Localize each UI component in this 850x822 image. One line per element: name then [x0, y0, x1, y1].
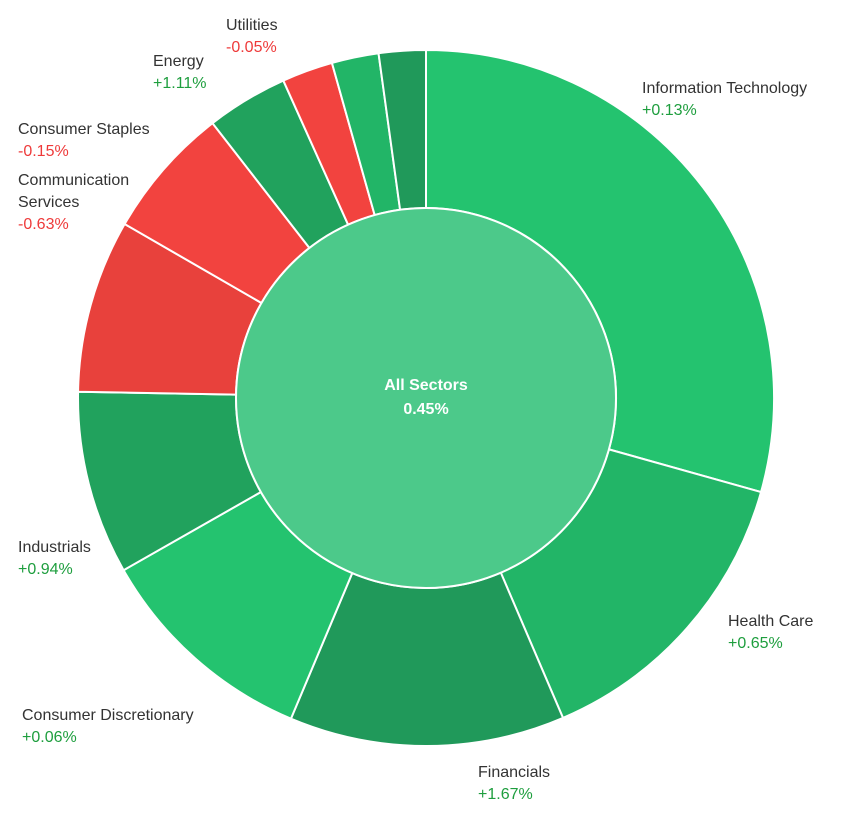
label-change-energy: +1.11%: [153, 75, 207, 92]
label-name-financials: Financials: [478, 764, 550, 781]
label-name-consumer-discretionary: Consumer Discretionary: [22, 707, 194, 724]
label-group: Information Technology +0.13% Health Care +…: [18, 17, 813, 803]
label-name-communication-services-1: Services: [18, 194, 79, 211]
slice-group: [77, 48, 775, 747]
label-change-communication-services: -0.63%: [18, 216, 69, 233]
label-name-communication-services-0: Communication: [18, 172, 129, 189]
label-change-industrials: +0.94%: [18, 561, 73, 578]
label-change-consumer-staples: -0.15%: [18, 143, 69, 160]
label-change-consumer-discretionary: +0.06%: [22, 729, 77, 746]
label-name-utilities: Utilities: [226, 17, 278, 34]
label-name-information-technology: Information Technology: [642, 80, 807, 97]
label-name-health-care: Health Care: [728, 613, 813, 630]
label-change-utilities: -0.05%: [226, 39, 277, 56]
label-name-energy: Energy: [153, 53, 204, 70]
label-name-consumer-staples: Consumer Staples: [18, 121, 150, 138]
center-title: All Sectors: [384, 377, 468, 394]
label-change-financials: +1.67%: [478, 786, 533, 803]
label-name-industrials: Industrials: [18, 539, 91, 556]
center-disc: [235, 207, 617, 589]
label-change-health-care: +0.65%: [728, 635, 783, 652]
label-change-information-technology: +0.13%: [642, 102, 697, 119]
center-value: 0.45%: [403, 401, 448, 418]
